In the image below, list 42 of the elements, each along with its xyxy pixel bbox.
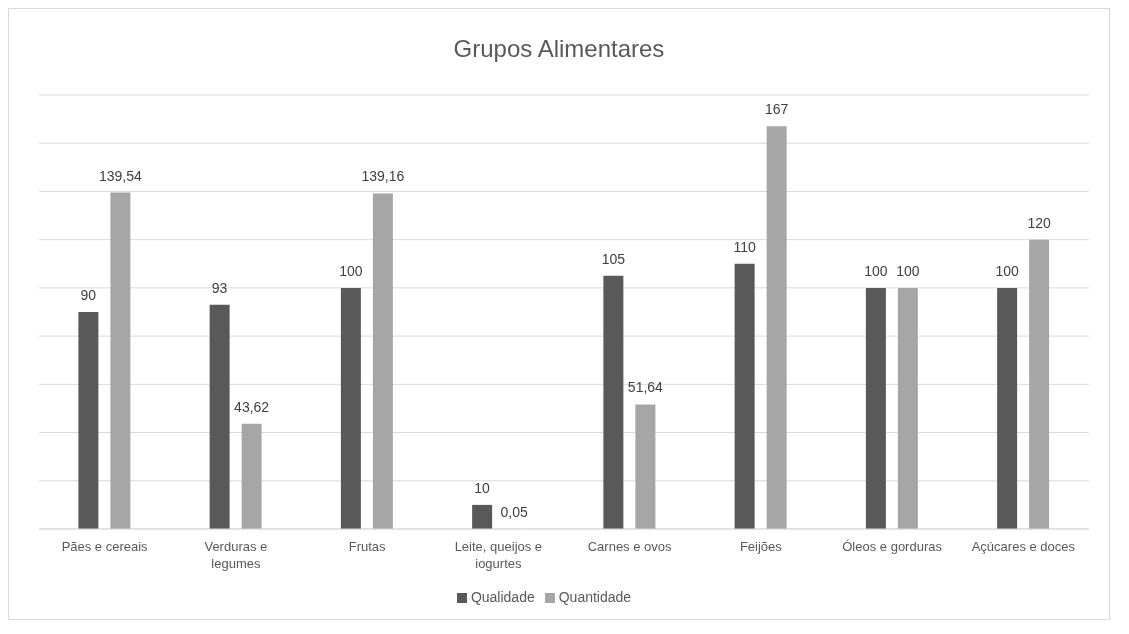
x-tick-label: Carnes e ovos <box>587 539 673 554</box>
x-tick-label: Óleos e gorduras <box>842 539 943 554</box>
bar <box>603 275 624 529</box>
bar <box>1029 239 1050 529</box>
x-tick-label: Frutas <box>348 539 387 554</box>
x-tick-label: Feijões <box>739 539 783 554</box>
legend-label: Qualidade <box>470 589 535 605</box>
legend-label: Quantidade <box>558 589 632 605</box>
data-label: 90 <box>80 287 97 303</box>
chart-title: Grupos Alimentares <box>452 34 666 64</box>
data-label: 167 <box>764 101 789 118</box>
data-label: 100 <box>995 262 1020 279</box>
data-label: 93 <box>211 279 228 296</box>
bar <box>635 404 656 529</box>
data-label: 43,62 <box>234 398 270 415</box>
data-label: 110 <box>733 238 756 255</box>
x-tick-label: Açúcares e doces <box>971 539 1076 554</box>
bar <box>766 126 787 529</box>
bar <box>78 312 99 529</box>
data-label: 100 <box>339 262 363 279</box>
data-label: 139,16 <box>361 168 405 185</box>
data-label: 0,05 <box>500 503 528 520</box>
bar <box>241 423 262 529</box>
bar <box>734 263 755 529</box>
x-tick-label: Verduras e legumes <box>204 539 268 571</box>
bar <box>340 287 361 529</box>
data-label: 139,54 <box>98 167 142 184</box>
bar <box>997 287 1018 529</box>
data-label: 10 <box>474 479 491 496</box>
data-label: 100 <box>864 262 888 279</box>
x-tick-label: Pães e cereais <box>61 539 149 554</box>
x-tick-label: Leite, queijos e iogurtes <box>454 539 543 571</box>
bar <box>897 287 918 529</box>
data-label: 51,64 <box>627 379 664 396</box>
bar <box>372 193 393 529</box>
bar <box>865 287 886 529</box>
data-label: 120 <box>1027 214 1052 231</box>
data-label: 105 <box>601 250 626 267</box>
bar <box>209 304 230 529</box>
data-label: 100 <box>896 262 920 279</box>
bar <box>472 504 493 529</box>
bar <box>110 192 131 529</box>
